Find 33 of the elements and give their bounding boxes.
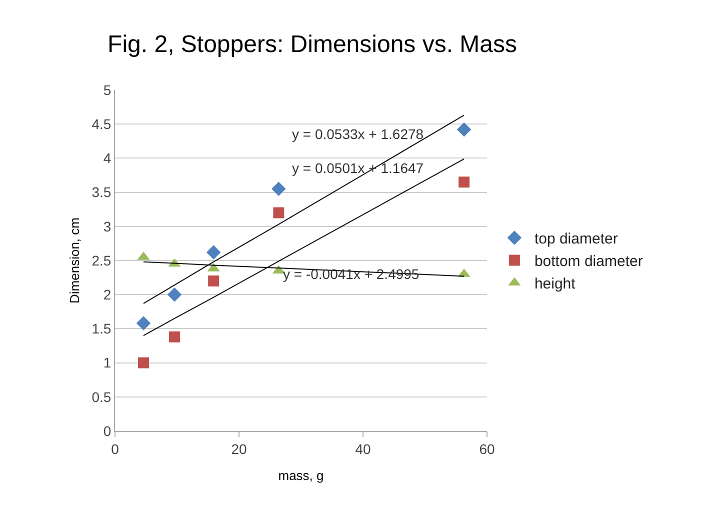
x-tick-label: 60 bbox=[479, 440, 495, 457]
annotation: y = 0.0533x + 1.6278 bbox=[292, 126, 424, 142]
legend-label: bottom diameter bbox=[534, 253, 643, 270]
point bbox=[138, 357, 150, 368]
point bbox=[456, 122, 472, 137]
point bbox=[136, 316, 151, 330]
y-tick-label: 4.5 bbox=[92, 116, 112, 132]
y-axis-title: Dimension, cm bbox=[67, 218, 82, 304]
y-tick-label: 4 bbox=[103, 150, 112, 166]
point bbox=[167, 287, 182, 302]
y-tick-label: 1.5 bbox=[92, 320, 112, 337]
y-tick-label: 0.5 bbox=[92, 388, 112, 405]
y-tick-label: 0 bbox=[103, 422, 112, 439]
line-series bbox=[143, 158, 465, 336]
x-tick-label: 40 bbox=[355, 440, 371, 457]
y-tick-label: 2 bbox=[103, 286, 112, 302]
point bbox=[206, 245, 221, 260]
point bbox=[208, 275, 220, 286]
y-tick-label: 3.5 bbox=[92, 184, 112, 200]
point bbox=[272, 182, 286, 196]
point bbox=[169, 331, 180, 342]
x-axis-title: mass, g bbox=[278, 468, 324, 483]
legend-label: height bbox=[534, 276, 576, 293]
point bbox=[273, 207, 284, 218]
chart-title: Fig. 2, Stoppers: Dimensions vs. Mass bbox=[108, 31, 518, 58]
legend-label: top diameter bbox=[534, 230, 618, 248]
line-series bbox=[143, 114, 465, 304]
y-tick-label: 1 bbox=[103, 354, 112, 371]
y-tick-label: 2.5 bbox=[92, 252, 112, 268]
y-tick-label: 3 bbox=[103, 218, 112, 234]
x-tick-label: 20 bbox=[231, 440, 247, 457]
y-tick-label: 5 bbox=[103, 82, 112, 98]
point bbox=[458, 176, 470, 188]
